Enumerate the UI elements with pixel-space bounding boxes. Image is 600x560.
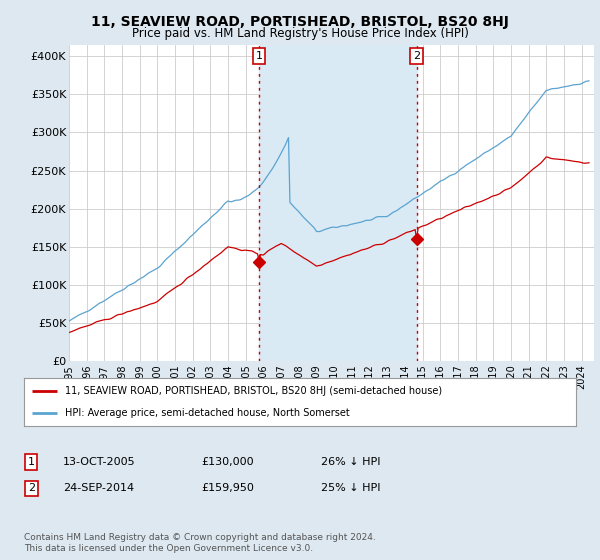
Text: 24-SEP-2014: 24-SEP-2014: [63, 483, 134, 493]
Text: £159,950: £159,950: [201, 483, 254, 493]
Text: Price paid vs. HM Land Registry's House Price Index (HPI): Price paid vs. HM Land Registry's House …: [131, 27, 469, 40]
Text: 1: 1: [28, 457, 35, 467]
Text: 11, SEAVIEW ROAD, PORTISHEAD, BRISTOL, BS20 8HJ (semi-detached house): 11, SEAVIEW ROAD, PORTISHEAD, BRISTOL, B…: [65, 386, 443, 396]
Text: 25% ↓ HPI: 25% ↓ HPI: [321, 483, 380, 493]
Text: HPI: Average price, semi-detached house, North Somerset: HPI: Average price, semi-detached house,…: [65, 408, 350, 418]
Text: 11, SEAVIEW ROAD, PORTISHEAD, BRISTOL, BS20 8HJ: 11, SEAVIEW ROAD, PORTISHEAD, BRISTOL, B…: [91, 15, 509, 29]
Bar: [259, 45, 416, 361]
Text: 2: 2: [28, 483, 35, 493]
Text: Contains HM Land Registry data © Crown copyright and database right 2024.
This d: Contains HM Land Registry data © Crown c…: [24, 533, 376, 553]
Text: 26% ↓ HPI: 26% ↓ HPI: [321, 457, 380, 467]
Text: 1: 1: [256, 51, 263, 61]
Text: 13-OCT-2005: 13-OCT-2005: [63, 457, 136, 467]
Text: 2: 2: [413, 51, 420, 61]
Text: £130,000: £130,000: [201, 457, 254, 467]
